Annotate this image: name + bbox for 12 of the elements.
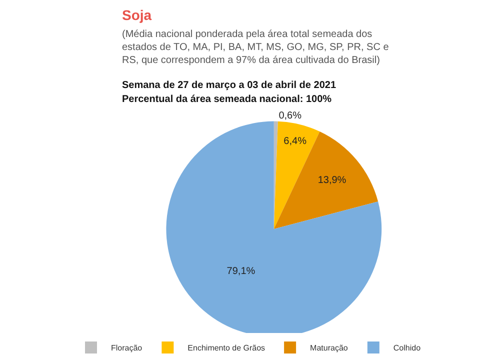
chart-subtitle: (Média nacional ponderada pela área total semeada dos estados de TO, MA, PI, BA, MT, MS, GO, MG, SP, PR, SC e RS, que correspondem a 97% da área cultivada do Brasil) (122, 29, 390, 66)
legend-label: Enchimento de Grãos (188, 344, 266, 353)
data-label: 13,9% (318, 175, 346, 186)
data-label: 6,4% (284, 136, 307, 148)
legend-label: Colhido (393, 344, 422, 353)
data-label: 79,1% (226, 266, 256, 278)
text: Percentual da área semeada nacional: 100% (122, 94, 332, 105)
chart-title: Soja (122, 7, 152, 23)
data-label: 0,6% (278, 110, 302, 122)
legend-label: Maturação (310, 344, 348, 353)
text: Semana de 27 de março a 03 de abril de 2021 (122, 80, 336, 91)
legend-label: Floração (111, 344, 143, 353)
